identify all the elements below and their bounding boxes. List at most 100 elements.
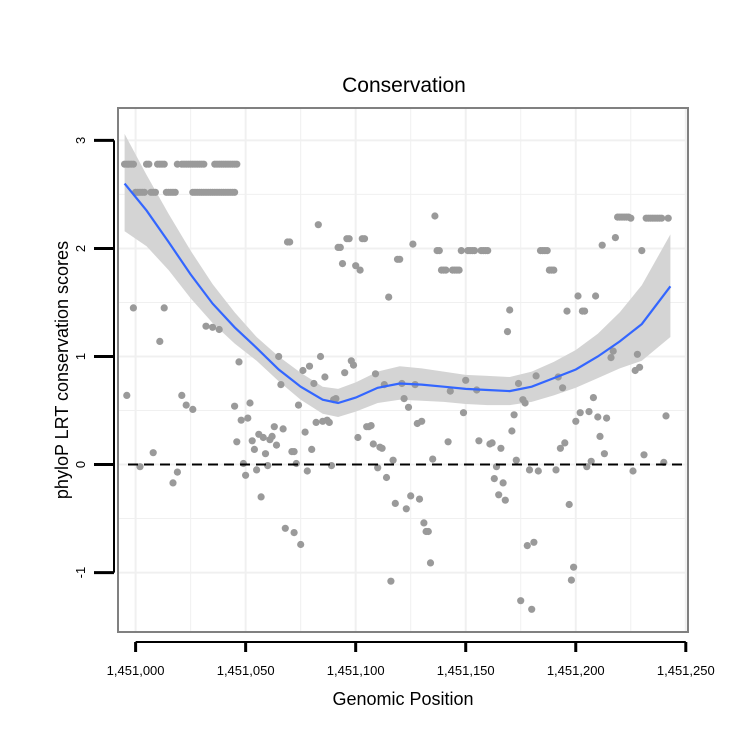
data-point	[297, 540, 305, 549]
data-point	[286, 238, 294, 246]
data-point	[664, 214, 672, 222]
data-point	[455, 266, 463, 274]
data-point	[325, 418, 333, 426]
data-point	[294, 401, 303, 409]
data-point	[160, 160, 168, 168]
data-point	[378, 444, 386, 452]
data-point	[129, 160, 137, 168]
data-point	[532, 372, 540, 380]
data-point	[574, 292, 582, 300]
data-point	[459, 409, 468, 417]
data-point	[429, 455, 437, 463]
data-point	[446, 387, 454, 395]
data-point	[561, 439, 569, 447]
data-point	[407, 492, 415, 500]
data-point	[182, 401, 190, 409]
data-point	[275, 352, 283, 361]
data-point	[528, 605, 536, 613]
data-point	[354, 433, 362, 442]
data-point	[550, 266, 558, 274]
x-tick-label: 1,451,100	[327, 663, 385, 678]
data-point	[559, 384, 567, 392]
data-point	[312, 418, 320, 426]
data-point	[246, 399, 254, 407]
data-point	[457, 247, 465, 255]
data-point	[259, 433, 267, 442]
data-point	[149, 449, 157, 457]
data-point	[517, 597, 525, 605]
data-point	[316, 352, 325, 361]
data-points	[121, 160, 672, 613]
data-point	[470, 247, 479, 255]
data-point	[290, 448, 298, 456]
data-point	[552, 466, 560, 474]
data-point	[242, 471, 250, 479]
data-point	[400, 395, 408, 403]
x-axis-title: Genomic Position	[332, 689, 473, 709]
data-point	[585, 408, 593, 416]
data-point	[510, 411, 518, 419]
data-point	[387, 577, 395, 585]
data-point	[327, 462, 336, 470]
data-point	[261, 450, 270, 458]
data-point	[409, 240, 417, 248]
data-point	[525, 466, 534, 474]
data-point	[508, 427, 516, 435]
data-point	[435, 247, 443, 255]
data-point	[565, 500, 573, 509]
data-point	[257, 493, 265, 501]
data-point	[169, 479, 177, 487]
data-point	[231, 188, 239, 196]
y-tick-label: 3	[73, 137, 88, 144]
data-point	[299, 366, 307, 375]
data-point	[385, 293, 393, 301]
data-point	[253, 466, 261, 474]
data-point	[209, 323, 217, 331]
y-tick-label: 2	[73, 245, 88, 252]
data-point	[658, 214, 666, 222]
data-point	[371, 370, 380, 378]
data-point	[592, 292, 600, 300]
data-point	[189, 405, 197, 413]
data-point	[501, 496, 509, 504]
data-point	[534, 467, 542, 475]
data-point	[264, 462, 272, 470]
x-axis: 1,451,000 1,451,050 1,451,100 1,451,150 1,45…	[107, 641, 715, 678]
data-point	[129, 304, 137, 312]
data-point	[200, 160, 208, 168]
data-point	[490, 475, 498, 483]
data-point	[123, 391, 131, 399]
data-point	[178, 391, 186, 399]
data-point	[638, 247, 646, 255]
data-point	[215, 325, 223, 334]
x-tick-label: 1,451,150	[437, 663, 495, 678]
data-point	[442, 266, 450, 274]
data-point	[305, 362, 314, 370]
data-point	[521, 399, 529, 407]
data-point	[145, 160, 153, 168]
data-point	[338, 260, 347, 268]
x-tick-label: 1,451,000	[107, 663, 165, 678]
data-point	[404, 403, 413, 411]
data-point	[382, 473, 391, 482]
data-point	[556, 444, 565, 452]
data-point	[231, 402, 239, 410]
smooth-line-layer	[123, 182, 672, 405]
data-point	[444, 438, 452, 446]
data-point	[426, 559, 435, 567]
data-point	[402, 505, 410, 513]
data-point	[512, 456, 520, 464]
data-point	[576, 409, 584, 417]
data-point	[374, 464, 382, 472]
data-point	[627, 214, 635, 222]
data-point	[341, 369, 349, 377]
data-point	[629, 467, 637, 475]
data-point	[589, 394, 598, 402]
smooth-line	[123, 182, 672, 405]
data-point	[279, 425, 287, 433]
data-point	[250, 445, 258, 453]
data-point	[233, 160, 241, 168]
data-point	[369, 440, 377, 448]
data-point	[587, 457, 595, 465]
data-point	[303, 467, 311, 475]
